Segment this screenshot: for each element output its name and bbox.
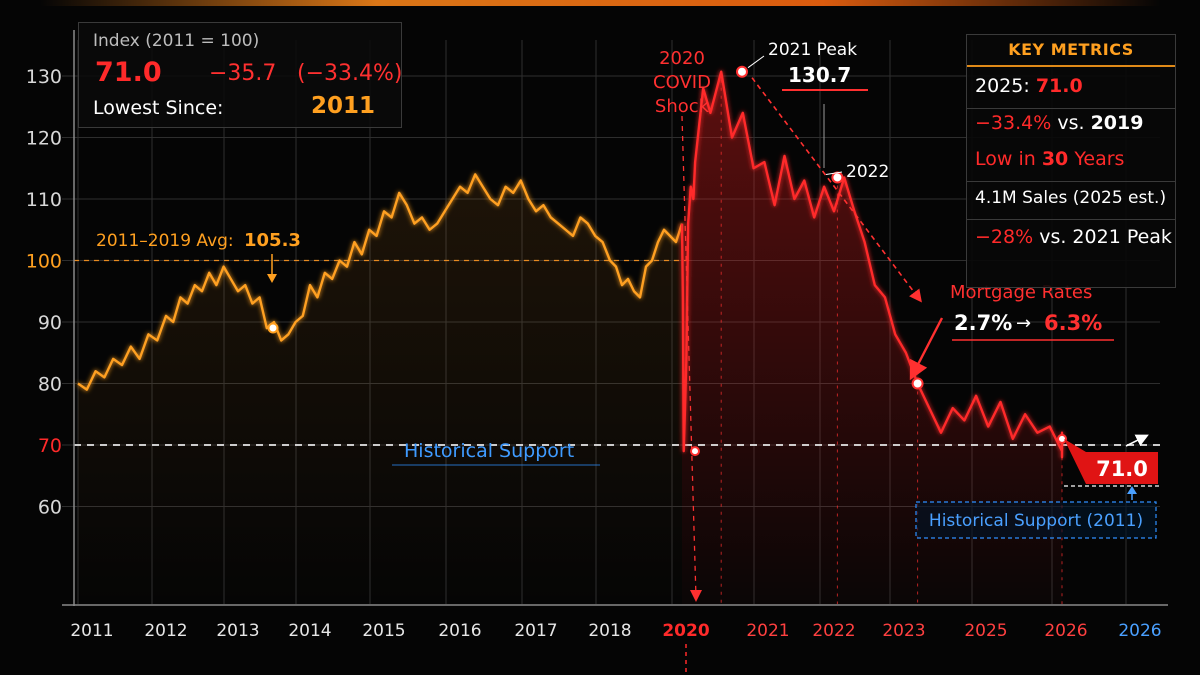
metric-2025-value: 2025: 71.0: [975, 75, 1083, 97]
y-tick-label: 60: [38, 497, 62, 519]
peak-label: 2021 Peak: [768, 40, 857, 60]
covid-marker-arrow: [690, 590, 702, 602]
historical-support-2011-box: [915, 501, 1157, 539]
decline-trend-arrow: [751, 77, 922, 303]
orange-highlight-point: [267, 322, 279, 334]
metric-vs-peak: −28% vs. 2021 Peak: [975, 226, 1172, 248]
x-tick-label: 2015: [362, 621, 405, 641]
end-value-pointer: [1125, 434, 1149, 447]
support-pointer-head: [1127, 486, 1137, 494]
x-tick-label: 2026: [1118, 621, 1161, 641]
x-tick-label: 2025: [964, 621, 1007, 641]
x-tick-label: 2014: [288, 621, 331, 641]
average-pointer-head: [267, 274, 277, 283]
series-line-2019-2026: [680, 70, 1064, 459]
covid-low-point: [690, 446, 700, 457]
index-summary-panel: Index (2011 = 100) 71.0 −35.7 (−33.4%) L…: [78, 22, 403, 128]
historical-support-label: Historical Support: [404, 440, 574, 462]
x-tick-label: 2011: [70, 621, 113, 641]
x-tick-label: 2023: [882, 621, 925, 641]
x-tick-label: 2017: [514, 621, 557, 641]
peak-value: 130.7: [788, 63, 851, 87]
metric-low-label: Low in: [975, 148, 1036, 170]
point-2022: [831, 171, 844, 184]
mortgage-rate-to: 6.3%: [1044, 311, 1102, 335]
chart-axes: 60 70 80 90 100 110 120 130 2011 2012 2013 2014 2015…: [26, 30, 1168, 675]
mortgage-rate-arrow: →: [1016, 313, 1031, 334]
y-tick-label: 110: [26, 189, 62, 211]
y-tick-label: 80: [38, 374, 62, 396]
index-base-label: Index (2011 = 100): [93, 31, 260, 51]
metric-divider: [967, 108, 1175, 109]
metric-low-in-years: Low in 30 Years: [975, 148, 1124, 170]
point-2023: [911, 377, 924, 390]
current-index-value: 71.0: [95, 57, 162, 88]
red-area-fill: [682, 71, 1062, 605]
index-change-percent: (−33.4%): [297, 61, 403, 86]
metric-divider: [967, 219, 1175, 220]
end-point: [1057, 433, 1067, 444]
average-value: 105.3: [244, 230, 301, 251]
mortgage-pointer: [909, 317, 944, 381]
covid-label-line: COVID: [653, 72, 711, 93]
covid-label-line: 2020: [659, 48, 705, 69]
metric-vs-peak-text: vs. 2021 Peak: [1039, 226, 1172, 248]
chart-series: [77, 70, 1064, 459]
covid-label-line: Shock: [655, 96, 710, 117]
metric-vs-year: 2019: [1090, 112, 1144, 134]
key-metrics-divider: [967, 65, 1175, 67]
orange-area-fill: [78, 174, 682, 605]
historical-support-2011-label: Historical Support (2011): [929, 511, 1143, 531]
peak-pointer: [747, 55, 765, 69]
metric-vs-peak-pct: −28%: [975, 226, 1034, 248]
end-value-label: 71.0: [1096, 457, 1148, 481]
index-change: −35.7: [209, 61, 277, 86]
metric-change-pct: −33.4%: [975, 112, 1052, 134]
x-tick-label: 2020: [662, 621, 709, 641]
peak-point: [736, 65, 748, 78]
key-metrics-title: KEY METRICS: [1008, 40, 1134, 59]
x-tick-label: 2012: [144, 621, 187, 641]
metric-2025-number: 71.0: [1035, 75, 1083, 97]
lowest-since-year: 2011: [311, 93, 376, 119]
metric-vs-text: vs.: [1057, 112, 1085, 134]
metric-2025-label: 2025:: [975, 75, 1030, 97]
end-value-badge: [1064, 438, 1158, 484]
label-2022: 2022: [846, 162, 889, 182]
metric-change-vs-2019: −33.4% vs. 2019: [975, 112, 1143, 134]
x-tick-label: 2018: [588, 621, 631, 641]
x-tick-label: 2026: [1044, 621, 1087, 641]
y-tick-label: 130: [26, 66, 62, 88]
y-tick-label: 120: [26, 128, 62, 150]
pointer-2022: [825, 171, 843, 175]
x-tick-label: 2013: [216, 621, 259, 641]
chart-annotations: 2011–2019 Avg: 105.3 Historical Support 202…: [96, 40, 1160, 602]
covid-marker-line: [681, 115, 697, 599]
chart-area-fills: [78, 71, 1062, 605]
metric-sales-estimate: 4.1M Sales (2025 est.): [975, 188, 1167, 208]
metric-low-number: 30: [1041, 148, 1069, 170]
mortgage-rate-from: 2.7%: [954, 311, 1012, 335]
x-tick-label: 2021: [746, 621, 789, 641]
x-tick-label: 2022: [812, 621, 855, 641]
y-tick-label: 100: [26, 251, 62, 273]
average-label: 2011–2019 Avg:: [96, 231, 234, 251]
top-accent-glow: [40, 0, 1160, 6]
metric-low-unit: Years: [1074, 148, 1125, 170]
metric-divider: [967, 181, 1175, 182]
x-tick-label: 2016: [438, 621, 481, 641]
y-tick-label: 90: [38, 312, 62, 334]
lowest-since-label: Lowest Since:: [93, 97, 224, 119]
series-line-2011-2019: [77, 173, 684, 391]
y-tick-label: 70: [38, 435, 62, 457]
key-metrics-panel: KEY METRICS 2025: 71.0 −33.4% vs. 2019 L…: [966, 34, 1176, 288]
